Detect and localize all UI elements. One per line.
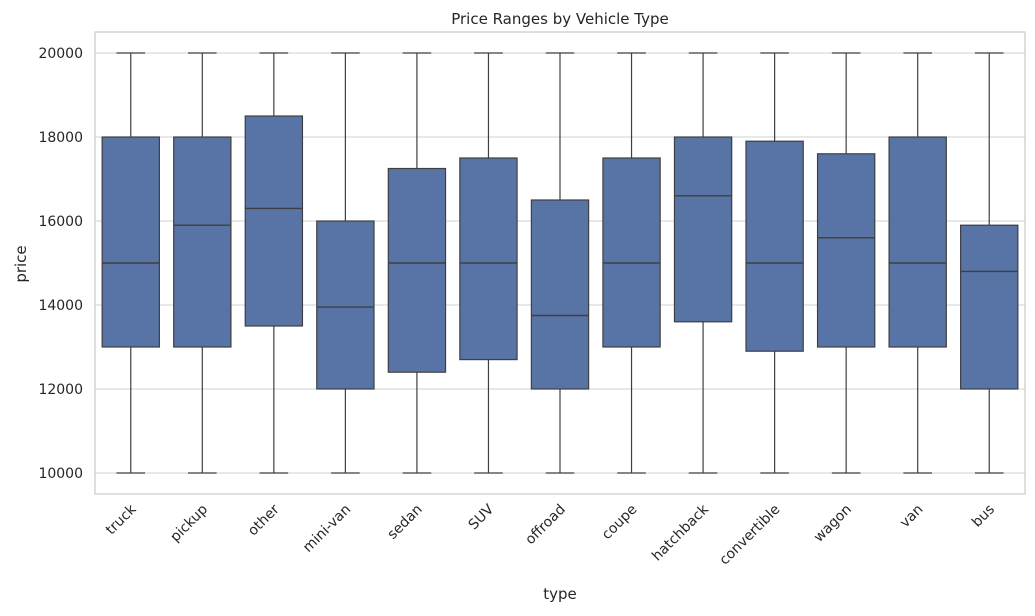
box-van: [888, 52, 947, 474]
box-coupe: [602, 52, 661, 474]
box-pickup: [173, 52, 232, 474]
iqr-box: [530, 199, 590, 390]
iqr-box: [816, 153, 876, 348]
y-axis-label: price: [12, 245, 30, 282]
iqr-box: [244, 115, 304, 327]
box-hatchback: [673, 52, 733, 474]
iqr-box: [173, 136, 232, 348]
chart-title: Price Ranges by Vehicle Type: [451, 10, 669, 28]
box-convertible: [745, 52, 804, 474]
iqr-box: [387, 167, 447, 373]
y-tick-label: 12000: [38, 382, 83, 398]
box-SUV: [459, 52, 518, 474]
box-mini-van: [316, 52, 375, 474]
y-axis-ticks: 10000 12000 14000 16000 18000 20000: [38, 46, 83, 482]
iqr-box: [101, 136, 160, 348]
y-tick-label: 10000: [38, 466, 83, 482]
iqr-box: [673, 136, 733, 323]
iqr-box: [459, 157, 518, 361]
box-sedan: [387, 52, 447, 474]
box-wagon: [816, 52, 876, 474]
y-tick-label: 16000: [38, 214, 83, 230]
y-tick-label: 18000: [38, 130, 83, 146]
y-tick-label: 20000: [38, 46, 83, 62]
x-axis-label: type: [543, 585, 577, 603]
box-offroad: [530, 52, 590, 474]
plot-frame: [94, 31, 1026, 495]
iqr-box: [745, 140, 804, 352]
box-series: [101, 52, 1019, 474]
box-truck: [101, 52, 160, 474]
iqr-box: [602, 157, 661, 348]
y-tick-label: 14000: [38, 298, 83, 314]
iqr-box: [888, 136, 947, 348]
box-other: [244, 52, 304, 474]
iqr-box: [316, 220, 375, 390]
iqr-box: [960, 224, 1019, 390]
box-bus: [960, 52, 1019, 474]
